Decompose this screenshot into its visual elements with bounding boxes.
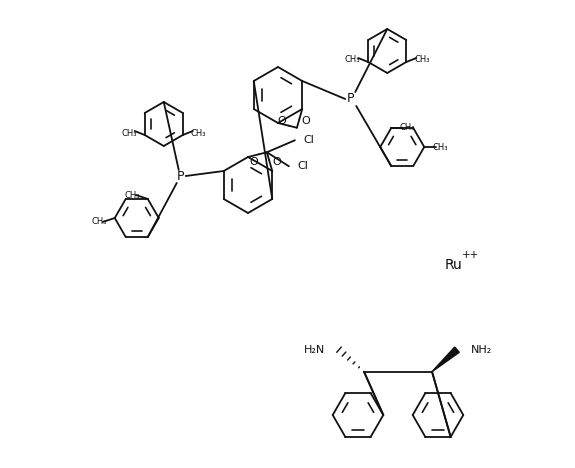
Polygon shape [432, 347, 459, 372]
Text: Ru: Ru [445, 258, 463, 272]
Text: O: O [273, 157, 282, 167]
Text: P: P [347, 93, 354, 105]
Text: CH₃: CH₃ [91, 217, 107, 226]
Text: H₂N: H₂N [304, 345, 325, 355]
Text: O: O [250, 157, 258, 167]
Text: CH₃: CH₃ [344, 56, 360, 65]
Text: CH₃: CH₃ [124, 191, 140, 200]
Text: Cl: Cl [303, 135, 314, 145]
Text: ++: ++ [462, 250, 479, 260]
Text: CH₃: CH₃ [399, 124, 415, 132]
Text: CH₃: CH₃ [121, 129, 137, 138]
Text: CH₃: CH₃ [432, 142, 448, 152]
Text: CH₃: CH₃ [415, 56, 430, 65]
Text: O: O [301, 117, 310, 126]
Text: P: P [177, 169, 185, 183]
Text: CH₃: CH₃ [191, 129, 206, 138]
Text: NH₂: NH₂ [471, 345, 492, 355]
Text: Cl: Cl [297, 161, 308, 171]
Text: O: O [277, 116, 286, 125]
